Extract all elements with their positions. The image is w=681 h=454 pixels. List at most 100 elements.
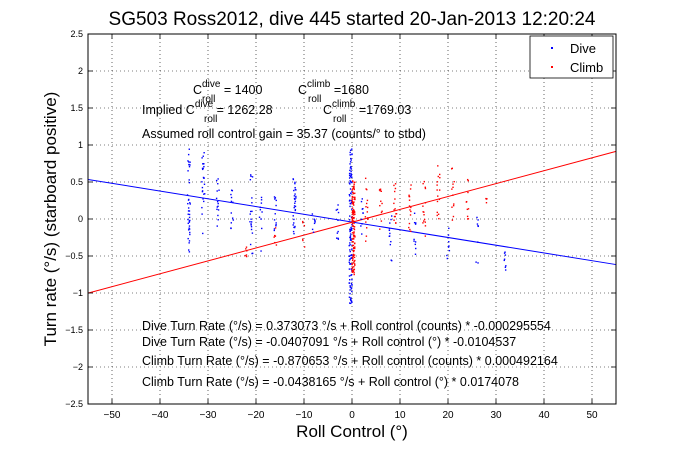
data-point-dive: [413, 221, 416, 224]
data-point-dive: [203, 165, 205, 168]
legend-marker-climb: [551, 66, 553, 68]
data-point-climb: [352, 225, 355, 227]
data-point-dive: [314, 220, 316, 222]
data-point-dive: [250, 225, 253, 228]
data-point-climb: [303, 224, 306, 227]
c-climb-annotation: Cclimb =1680: [298, 79, 369, 97]
fit-climb-deg-annotation: Climb Turn Rate (°/s) = -0.0438165 °/s +…: [142, 375, 519, 389]
data-point-climb: [394, 208, 396, 210]
data-point-dive: [292, 215, 294, 217]
data-point-climb: [437, 175, 439, 178]
data-point-climb: [352, 249, 355, 252]
data-point-dive: [349, 236, 351, 239]
data-point-climb: [351, 222, 354, 225]
data-point-dive: [260, 199, 263, 201]
data-point-dive: [294, 209, 296, 212]
data-point-dive: [413, 240, 415, 242]
data-point-dive: [348, 182, 351, 184]
data-point-climb: [466, 218, 469, 220]
y-tick-label: −2: [73, 362, 83, 372]
data-point-dive: [350, 263, 352, 265]
data-point-dive: [504, 266, 507, 268]
data-point-dive: [294, 198, 296, 200]
data-point-dive: [273, 196, 276, 198]
data-point-climb: [354, 192, 356, 194]
c-dive-annotation: Cdive = 1400: [193, 79, 262, 97]
data-point-climb: [352, 262, 355, 264]
data-point-dive: [337, 211, 340, 214]
data-point-climb: [365, 221, 367, 223]
data-point-dive: [448, 241, 450, 243]
data-point-dive: [350, 229, 352, 231]
data-point-climb: [244, 254, 246, 257]
y-tick-label: 0.5: [70, 177, 83, 187]
data-point-dive: [349, 286, 352, 288]
data-point-climb: [453, 180, 455, 183]
data-point-climb: [353, 214, 355, 216]
data-point-dive: [503, 252, 506, 254]
data-point-climb: [246, 250, 248, 252]
data-point-dive: [414, 241, 417, 243]
data-point-climb: [353, 266, 355, 268]
x-tick-label: 50: [586, 410, 598, 421]
data-point-dive: [350, 287, 353, 289]
data-point-dive: [361, 198, 363, 200]
data-point-climb: [351, 244, 354, 247]
data-point-dive: [349, 195, 351, 197]
data-point-climb: [381, 202, 383, 205]
data-point-dive: [187, 170, 189, 172]
data-point-dive: [350, 302, 352, 305]
data-point-climb: [422, 182, 424, 185]
data-point-dive: [260, 202, 263, 204]
data-point-dive: [275, 199, 277, 202]
data-point-dive: [351, 301, 353, 304]
data-point-dive: [337, 230, 339, 233]
data-point-dive: [348, 177, 351, 179]
data-point-dive: [217, 219, 219, 221]
data-point-climb: [352, 185, 354, 188]
data-point-dive: [336, 232, 339, 234]
fit-dive-deg-annotation: Dive Turn Rate (°/s) = -0.0407091 °/s + …: [142, 335, 516, 349]
data-point-dive: [250, 175, 252, 178]
implied-annotation: Implied Cdive = 1262.28: [142, 99, 273, 117]
data-point-climb: [352, 192, 355, 195]
data-point-climb: [408, 226, 410, 229]
data-point-climb: [436, 211, 438, 214]
data-point-climb: [409, 188, 412, 190]
data-point-climb: [410, 230, 412, 233]
implied-climb-annotation: Cclimb =1769.03: [323, 99, 411, 117]
data-point-climb: [352, 202, 355, 205]
data-point-dive: [351, 227, 353, 230]
data-point-dive: [189, 203, 191, 205]
data-point-climb: [422, 222, 424, 224]
data-point-climb: [351, 232, 354, 234]
data-point-dive: [350, 157, 352, 160]
data-point-dive: [230, 196, 233, 199]
data-point-dive: [249, 213, 251, 215]
data-point-dive: [351, 254, 353, 257]
data-point-dive: [349, 289, 351, 291]
data-point-dive: [348, 268, 351, 270]
data-point-dive: [294, 182, 296, 185]
data-point-dive: [295, 197, 297, 199]
data-point-dive: [187, 213, 189, 215]
data-point-dive: [414, 253, 417, 255]
data-point-climb: [352, 180, 354, 182]
c-dive-subscript: roll: [202, 94, 215, 105]
data-point-dive: [215, 179, 218, 182]
assumed-gain-annotation: Assumed roll control gain = 35.37 (count…: [142, 127, 426, 141]
data-point-dive: [232, 219, 235, 221]
data-point-dive: [349, 285, 351, 287]
data-point-dive: [204, 193, 206, 195]
data-point-dive: [349, 192, 352, 194]
data-point-dive: [203, 200, 205, 203]
data-point-dive: [389, 232, 391, 235]
data-point-dive: [187, 153, 190, 156]
data-point-dive: [273, 219, 276, 221]
data-point-dive: [294, 200, 297, 203]
data-point-dive: [294, 208, 297, 211]
x-tick-label: 20: [442, 410, 454, 421]
data-point-dive: [349, 250, 351, 253]
data-point-climb: [467, 179, 469, 182]
data-point-dive: [273, 228, 276, 230]
